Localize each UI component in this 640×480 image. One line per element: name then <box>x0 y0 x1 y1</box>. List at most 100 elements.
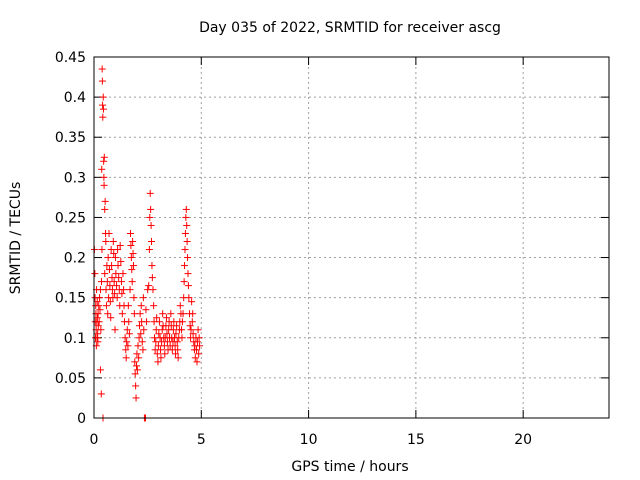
data-point <box>98 65 106 73</box>
data-point <box>135 334 143 342</box>
data-point <box>135 322 143 330</box>
data-point <box>107 246 115 254</box>
data-point <box>112 270 120 278</box>
data-point <box>99 113 107 121</box>
data-point <box>131 370 139 378</box>
data-point <box>111 290 119 298</box>
data-point <box>94 322 102 330</box>
data-point <box>103 278 111 286</box>
data-point <box>148 262 156 270</box>
y-tick-label: 0.35 <box>55 130 86 146</box>
data-point <box>96 306 104 314</box>
data-point <box>101 205 109 213</box>
data-point <box>95 302 103 310</box>
data-point <box>105 229 113 237</box>
data-point <box>187 326 195 334</box>
data-point <box>154 342 162 350</box>
y-tick-label: 0.4 <box>64 90 86 106</box>
y-tick-label: 0.1 <box>64 331 86 347</box>
data-point <box>195 334 203 342</box>
data-point <box>193 338 201 346</box>
data-point <box>146 213 154 221</box>
data-point <box>172 350 180 358</box>
data-point <box>129 262 137 270</box>
data-point <box>110 250 118 258</box>
data-point <box>110 278 118 286</box>
data-point <box>193 346 201 354</box>
data-point <box>97 390 105 398</box>
data-point <box>174 354 182 362</box>
data-point <box>182 205 190 213</box>
data-point <box>126 286 134 294</box>
data-point <box>106 298 114 306</box>
data-point <box>123 326 131 334</box>
data-point <box>196 342 204 350</box>
data-point <box>163 314 171 322</box>
x-tick-label: 15 <box>407 432 425 448</box>
data-point <box>105 266 113 274</box>
data-point <box>128 266 136 274</box>
data-point <box>127 254 135 262</box>
data-point <box>118 310 126 318</box>
data-point <box>169 326 177 334</box>
data-point <box>113 294 121 302</box>
data-point <box>126 229 134 237</box>
data-point <box>98 165 106 173</box>
data-point <box>132 362 140 370</box>
y-tick-label: 0.25 <box>55 210 86 226</box>
data-point <box>181 229 189 237</box>
data-point <box>93 298 101 306</box>
data-point <box>122 354 130 362</box>
data-point <box>95 318 103 326</box>
data-point <box>146 189 154 197</box>
data-point <box>154 358 162 366</box>
data-point <box>142 306 150 314</box>
data-point <box>104 254 112 262</box>
data-point <box>173 322 181 330</box>
data-point <box>184 282 192 290</box>
data-point <box>102 286 110 294</box>
data-point <box>113 282 121 290</box>
data-point <box>194 326 202 334</box>
data-point <box>118 290 126 298</box>
grid <box>94 57 609 418</box>
data-point <box>107 314 115 322</box>
data-point <box>134 342 142 350</box>
data-point <box>116 242 124 250</box>
data-point <box>117 258 125 266</box>
x-tick-label: 5 <box>197 432 206 448</box>
data-point <box>122 346 130 354</box>
data-point <box>100 157 108 165</box>
data-point <box>133 350 141 358</box>
data-point <box>178 318 186 326</box>
data-point <box>147 205 155 213</box>
data-point <box>96 366 104 374</box>
data-point <box>101 197 109 205</box>
data-point <box>93 334 101 342</box>
data-point <box>155 330 163 338</box>
data-point <box>167 310 175 318</box>
data-point <box>124 342 132 350</box>
data-point <box>170 318 178 326</box>
data-point <box>188 318 196 326</box>
data-point <box>139 346 147 354</box>
data-point <box>137 330 145 338</box>
data-point <box>97 326 105 334</box>
data-point <box>132 382 140 390</box>
data-point <box>114 262 122 270</box>
data-point <box>179 310 187 318</box>
data-point <box>124 302 132 310</box>
data-point <box>94 330 102 338</box>
data-point <box>127 242 135 250</box>
data-point <box>159 310 167 318</box>
data-point <box>125 318 133 326</box>
data-point <box>100 173 108 181</box>
data-point <box>171 342 179 350</box>
data-point <box>98 77 106 85</box>
data-point <box>178 334 186 342</box>
data-point <box>182 213 190 221</box>
data-point <box>157 346 165 354</box>
data-point <box>94 338 102 346</box>
data-point <box>189 310 197 318</box>
data-point <box>153 314 161 322</box>
